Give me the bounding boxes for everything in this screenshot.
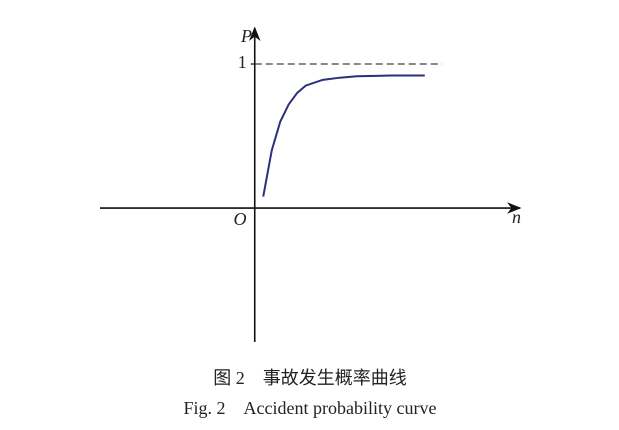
x-axis-label: n — [512, 207, 521, 227]
origin-label: O — [234, 209, 247, 229]
caption-cn: 图 2 事故发生概率曲线 — [213, 368, 407, 388]
caption-en: Fig. 2 Accident probability curve — [184, 398, 437, 418]
y-tick-label: 1 — [238, 52, 247, 72]
y-axis-label: P — [240, 26, 252, 46]
data-line — [262, 74, 425, 197]
